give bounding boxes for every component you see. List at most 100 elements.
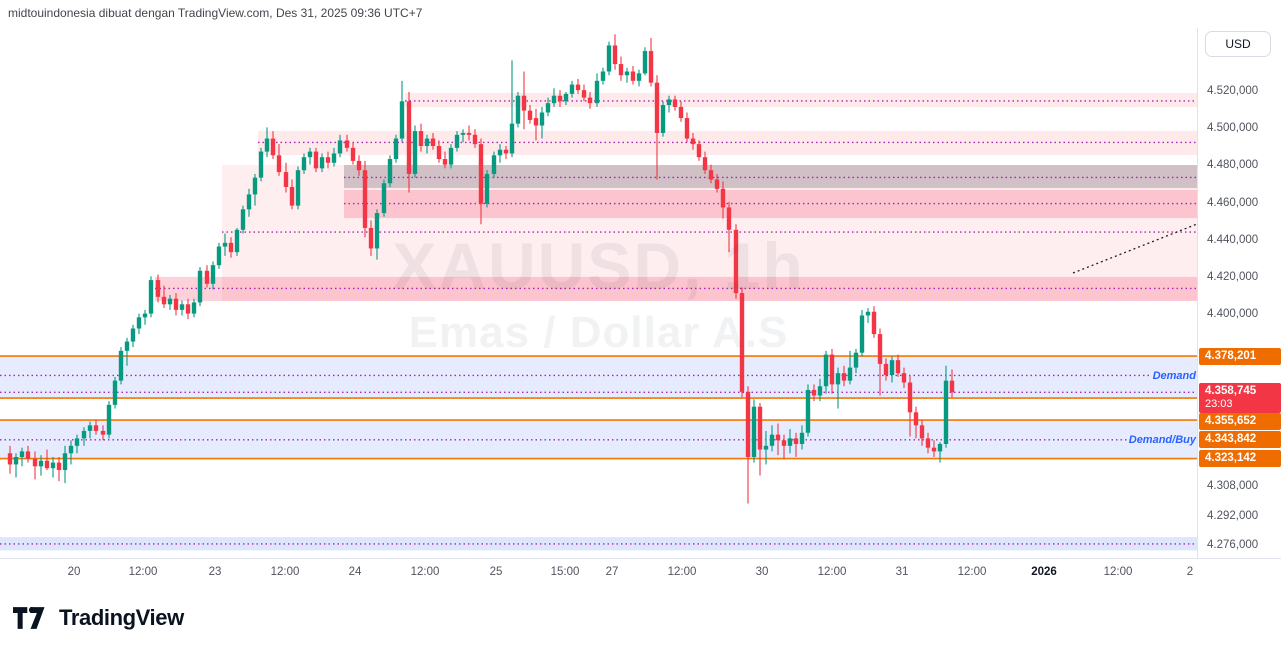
candle-body [714,179,720,189]
trendline [1072,223,1197,274]
candle-body [889,360,895,376]
candle-body [708,170,714,180]
candle-body [374,213,380,249]
demand-buy-zone-label[interactable]: Demand/Buy [1128,434,1196,446]
candle-body [258,151,264,178]
current-price-label: 4.358,745 23:03 [1199,383,1281,413]
candle-body [895,360,901,374]
candle-body [606,45,612,72]
candle-body [684,118,690,139]
candle-body [276,155,282,173]
candle-body [696,144,702,158]
candle-body [919,425,925,439]
candle-body [216,246,222,266]
candle-body [545,103,551,113]
candle-body [781,440,787,446]
price-tick: 4.480,000 [1207,159,1259,172]
candle-body [32,458,38,467]
candle-body [356,160,362,171]
candle-body [515,95,521,124]
candle-body [660,105,666,133]
candle-body [313,151,319,169]
candle-body [100,430,106,435]
time-tick: 23 [208,566,222,578]
candle-body [424,138,430,147]
candle-body [931,447,937,452]
time-tick: 12:00 [817,566,847,578]
candle-body [264,138,270,152]
candle-body [539,112,545,126]
candle-body [136,317,142,329]
candle-body [491,155,497,174]
candle-body [173,298,179,310]
price-axis[interactable]: USD 4.520,000 4.500,000 4.480,000 4.460,000… [1197,28,1281,558]
candle-body [7,453,13,465]
candle-body [240,209,246,230]
candle-body [319,157,325,169]
candle-body [13,456,19,465]
candle-body [142,313,148,318]
candle-body [295,170,301,206]
candle-body [460,132,466,135]
candle-body [533,118,539,126]
candle-body [87,425,93,431]
candle-body [393,138,399,160]
tradingview-logo-text: TradingView [59,605,184,630]
time-axis[interactable]: 20 12:00 23 12:00 24 12:00 25 15:00 27 12:00 30 12:… [0,558,1281,589]
candle-body [50,462,56,469]
candle-body [648,51,654,83]
candle-body [630,71,636,81]
candle-body [943,380,949,444]
time-tick: 12:00 [957,566,987,578]
candle-body [497,149,503,156]
tradingview-logo[interactable]: TradingView [13,598,184,638]
candle-body [246,194,252,210]
candle-body [521,95,527,111]
candle-body [925,438,931,448]
candle-body [841,373,847,381]
candlestick-chart[interactable] [0,28,1197,558]
candle-body [805,389,811,433]
candle-body [739,293,745,392]
time-tick: 12:00 [667,566,697,578]
candle-body [847,367,853,381]
candle-body [829,354,835,385]
candle-body [442,159,448,165]
candle-body [823,354,829,387]
demand-zone-label[interactable]: Demand [1152,370,1196,382]
candle-body [368,227,374,249]
candle-body [672,99,678,107]
price-tick: 4.500,000 [1207,122,1259,135]
candle-body [937,443,943,452]
candle-body [252,177,258,195]
level-price-label: 4.355,652 [1199,412,1281,430]
time-tick: 12:00 [270,566,300,578]
candle-body [93,425,99,431]
candle-body [197,270,203,303]
candle-body [124,341,130,351]
supply-zone-gray [344,164,1197,189]
currency-usd-button[interactable]: USD [1205,31,1271,57]
candle-body [618,64,624,76]
tradingview-logo-icon [13,606,45,629]
time-tick: 12:00 [410,566,440,578]
candle-body [454,134,460,148]
candle-body [161,296,167,305]
candle-body [387,159,393,184]
candle-body [551,95,557,104]
price-tick: 4.276,000 [1207,539,1259,552]
candle-body [484,173,490,204]
candle-body [167,298,173,305]
candle-body [666,99,672,106]
candle-body [575,84,581,91]
supply-zone-D [405,92,1197,108]
price-tick: 4.420,000 [1207,271,1259,284]
candle-body [362,170,368,228]
candle-body [130,328,136,342]
candle-body [228,242,234,253]
candle-body [853,352,859,368]
candle-body [210,265,216,284]
candle-body [106,404,112,435]
chart-plot-area[interactable] [0,28,1197,558]
candle-body [503,149,509,154]
